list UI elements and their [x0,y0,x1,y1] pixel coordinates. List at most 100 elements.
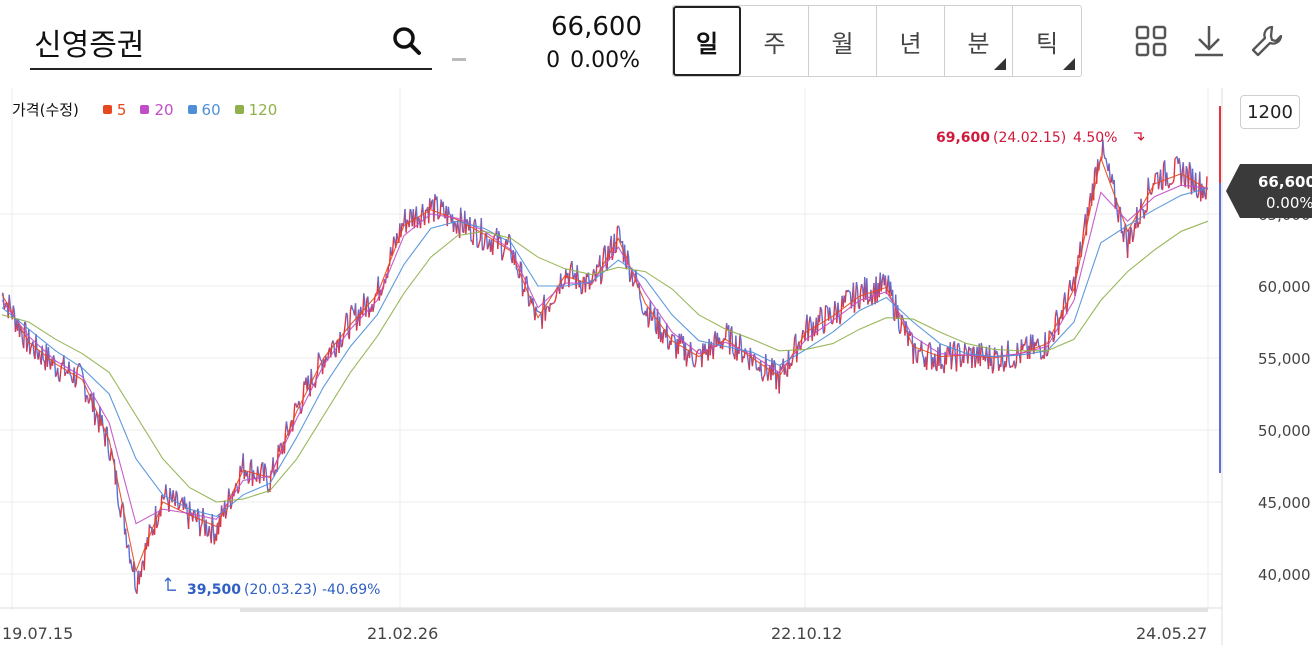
price-segment [964,343,967,349]
corner-triangle-icon [994,58,1006,70]
tab-label: 주 [763,29,786,58]
price-segment [778,365,781,394]
price-segment [579,280,582,295]
price-segment [381,287,385,291]
price-segment [509,236,512,259]
price-chart[interactable]: 40,00045,00050,00055,00060,00065,00019.0… [0,88,1312,645]
price-segment [314,376,318,388]
tab-1[interactable]: 주 [741,6,809,76]
price-segment [165,484,168,498]
price-segment [971,347,974,369]
tab-2[interactable]: 월 [809,6,877,76]
price-segment [465,219,468,234]
price-segment [202,507,205,520]
grid-icon[interactable] [1134,24,1168,58]
wrench-icon[interactable] [1250,24,1284,58]
price-segment [916,349,920,364]
stock-search-box[interactable]: 신영증권 [30,14,432,70]
tab-4[interactable]: 분 [945,6,1013,76]
price-segment [934,353,937,370]
price-segment [641,310,644,315]
price-segment [856,289,860,308]
price-segment [324,355,328,361]
stock-name[interactable]: 신영증권 [34,28,145,63]
price-segment [633,281,636,284]
top-bar: 신영증권 66,600 0 0.00% 일 주 월 년 분 틱 [0,0,1312,88]
price-segment [809,316,812,324]
price-segment [628,257,631,282]
x-tick-label: 22.10.12 [771,624,842,643]
price-segment [408,208,411,228]
low-arrow-icon [164,577,176,591]
price-segment [156,517,160,526]
price-segment [56,367,60,380]
price-segment [402,222,405,227]
price-segment [618,228,622,243]
price-segment [535,306,538,312]
legend-ma20[interactable]: 20 [140,101,174,119]
price-segment [211,513,215,529]
price-segment [178,502,182,509]
price-segment [941,364,944,368]
price-segment [955,344,959,372]
corner-triangle-icon [1063,58,1075,70]
price-segment [548,303,552,312]
price-segment [839,315,842,325]
search-icon[interactable] [392,26,422,56]
price-segment [897,305,900,329]
x-tick-label: 21.02.26 [367,624,438,643]
price-segment [834,300,837,309]
price-segment [1082,223,1086,234]
price-segment [666,323,669,349]
ma-20-line [1,184,1209,525]
price-segment [1069,279,1072,290]
low-date-label: (20.03.23) [244,582,317,598]
price-segment [1178,158,1181,166]
price-segment [491,238,495,255]
tab-0[interactable]: 일 [673,6,741,76]
price-segment [69,373,72,376]
price-segment [78,362,81,366]
price-segment [519,261,523,264]
price-segment [339,332,342,348]
price-segment [746,354,749,362]
tab-5[interactable]: 틱 [1013,6,1081,76]
price-segment [38,350,41,359]
price-segment [393,236,396,241]
price-segment [1071,281,1074,292]
download-icon[interactable] [1192,24,1226,58]
chart-area[interactable]: 가격(수정) 5 20 60 120 1200 40,000 45,000 50,0… [0,88,1312,645]
price-segment [562,284,565,290]
price-segment [980,342,983,349]
price-segment [653,308,657,331]
price-segment [762,376,765,382]
price-segment [1064,292,1067,305]
legend-ma60[interactable]: 60 [187,101,221,119]
tab-label: 년 [899,29,922,58]
price-segment [508,233,511,238]
interval-button[interactable]: 1200 [1240,95,1300,129]
price-segment [483,234,487,245]
legend-ma5[interactable]: 5 [102,101,126,119]
price-segment [452,221,456,232]
legend-ma120[interactable]: 120 [234,101,277,119]
current-price-tag-pct: 0.00% [1266,194,1312,212]
price-segment [818,307,822,323]
price-segment [632,282,635,287]
chart-title: 가격(수정) [12,101,79,119]
price-segment [965,348,968,352]
price-segment [613,233,617,254]
price-segment [116,496,120,507]
tab-3[interactable]: 년 [877,6,945,76]
price-segment [24,321,27,324]
price-segment [749,347,753,358]
price-segment [199,526,202,537]
price-segment [480,218,484,250]
price-segment [1197,192,1200,199]
price-segment [1103,153,1106,159]
price-segment [950,357,954,370]
price-segment [802,329,805,333]
current-price-tag-value: 66,600 [1258,173,1312,191]
price-segment [59,370,62,382]
price-segment [899,331,902,335]
